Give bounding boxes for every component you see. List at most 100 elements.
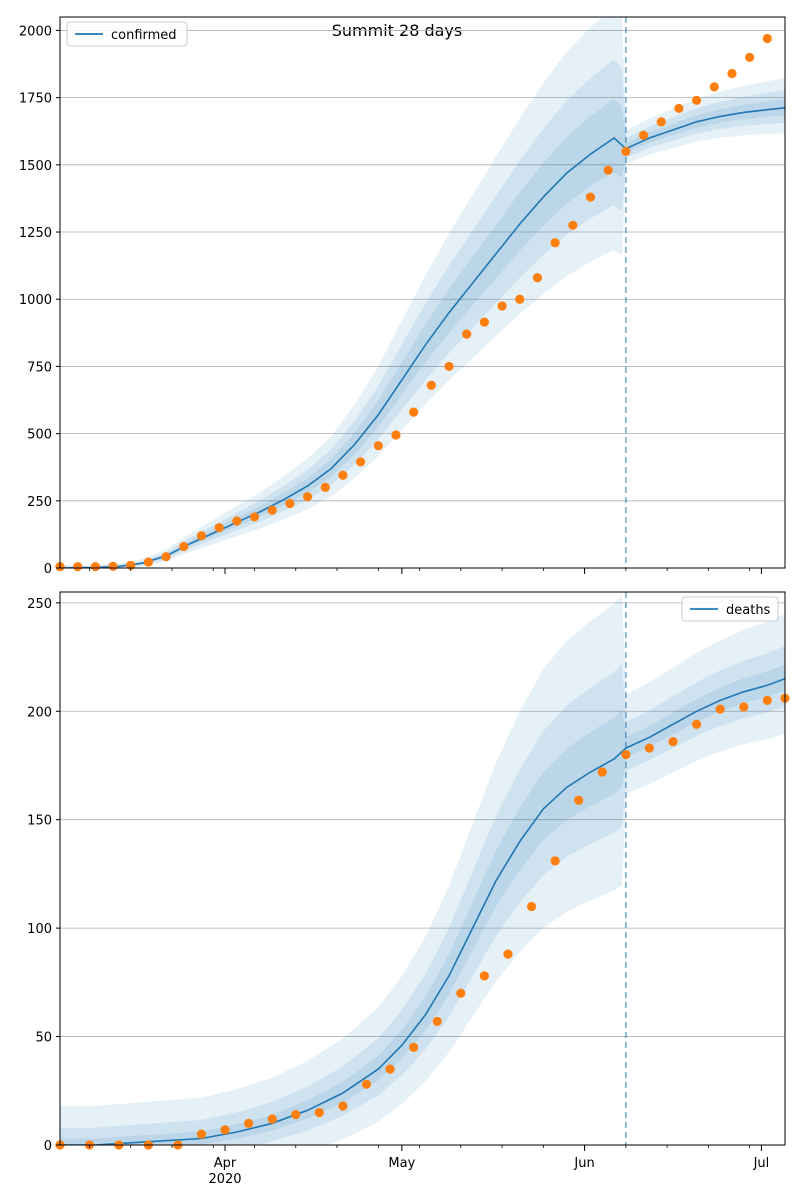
observed-point (161, 552, 171, 562)
observed-point (668, 737, 678, 747)
observed-point (603, 165, 613, 175)
y-tick-label: 250 (27, 597, 52, 612)
observed-point (409, 407, 419, 417)
confirmed-panel: 0 250 500 750 1000 1250 1500 1750 2000 confirmed (19, 16, 786, 577)
observed-point (644, 743, 655, 753)
uncertainty-bands (60, 594, 785, 1145)
y-tick-label: 500 (27, 428, 52, 443)
legend: deaths (681, 596, 779, 622)
observed-point (285, 498, 295, 509)
observed-point (503, 949, 513, 959)
observed-point (515, 294, 525, 304)
legend: confirmed (66, 21, 188, 47)
y-tick-label: 150 (27, 814, 52, 829)
uncertainty-band (60, 664, 785, 1145)
series-line-deaths (60, 677, 785, 1145)
observed-point (338, 470, 348, 480)
observed-point (638, 130, 649, 140)
x-tick-label: May (388, 1156, 415, 1171)
uncertainty-band (60, 17, 785, 568)
uncertainty-band (60, 99, 785, 568)
observed-point (409, 1042, 419, 1053)
observed-point (314, 1107, 324, 1118)
observed-point (526, 901, 537, 912)
y-tick-label: 0 (44, 1139, 52, 1154)
observed-point (385, 1064, 395, 1074)
observed-point (373, 441, 383, 451)
observed-point (462, 329, 472, 339)
observed-point (568, 220, 578, 230)
observed-point (90, 562, 100, 572)
x-tick-sublabel: 2020 (208, 1172, 241, 1187)
legend-box (66, 21, 188, 47)
y-tick-label: 750 (27, 360, 52, 375)
observed-point (727, 68, 737, 79)
x-tick-label: Jun (573, 1156, 594, 1171)
y-tick-label: 100 (27, 922, 52, 937)
observed-point (73, 562, 83, 572)
observed-point (391, 430, 401, 440)
observed-point (656, 117, 666, 127)
observed-point (621, 750, 631, 760)
observed-point (249, 512, 260, 522)
observed-point (232, 516, 242, 526)
observed-point (674, 103, 684, 113)
observed-point (267, 505, 277, 515)
observed-point (550, 238, 560, 248)
observed-point (143, 557, 154, 567)
observed-point (267, 1114, 277, 1124)
observed-point (550, 856, 560, 866)
observed-point (361, 1079, 372, 1089)
observed-point (479, 317, 489, 327)
y-tick-label: 2000 (19, 24, 52, 39)
observed-point (244, 1118, 254, 1128)
y-tick-label: 1500 (19, 159, 52, 174)
observed-point (762, 33, 772, 44)
observed-point (108, 561, 118, 571)
observed-point (585, 192, 596, 202)
observed-point (497, 301, 507, 311)
observed-point (220, 1125, 230, 1135)
uncertainty-band (60, 60, 785, 568)
observed-point (715, 704, 725, 714)
legend-label: deaths (726, 603, 771, 618)
observed-point (214, 523, 224, 533)
uncertainty-band (60, 594, 785, 1145)
observed-point (709, 82, 719, 92)
y-tick-label: 1750 (19, 92, 52, 107)
y-tick-label: 200 (27, 705, 52, 720)
observed-point (621, 146, 631, 156)
series-line-confirmed (60, 107, 785, 568)
observed-point (574, 795, 584, 805)
observed-point (179, 541, 189, 552)
observed-point (444, 361, 454, 372)
legend-box (681, 596, 779, 622)
observed-point (196, 531, 207, 541)
observed-point (196, 1129, 207, 1139)
observed-point (320, 482, 330, 492)
y-tick-label: 250 (27, 495, 52, 510)
observed-point (302, 492, 313, 502)
observed-point (479, 971, 489, 981)
observed-point (739, 702, 749, 712)
x-tick-label: Jul (753, 1156, 770, 1171)
observed-point (532, 273, 543, 283)
y-tick-label: 50 (35, 1031, 52, 1046)
x-tick-label: Apr (214, 1156, 237, 1171)
observed-point (291, 1110, 301, 1120)
observed-point (338, 1101, 348, 1111)
observed-point (456, 988, 466, 998)
axes-frame (59, 16, 786, 569)
y-tick-label: 1250 (19, 226, 52, 241)
observed-point (691, 719, 702, 729)
y-tick-label: 0 (44, 562, 52, 577)
observed-point (432, 1016, 442, 1026)
observed-point (762, 695, 772, 706)
y-tick-label: 1000 (19, 293, 52, 308)
observed-point (356, 457, 366, 467)
observed-point (745, 52, 755, 62)
observed-point (691, 95, 702, 105)
uncertainty-bands (60, 17, 785, 568)
